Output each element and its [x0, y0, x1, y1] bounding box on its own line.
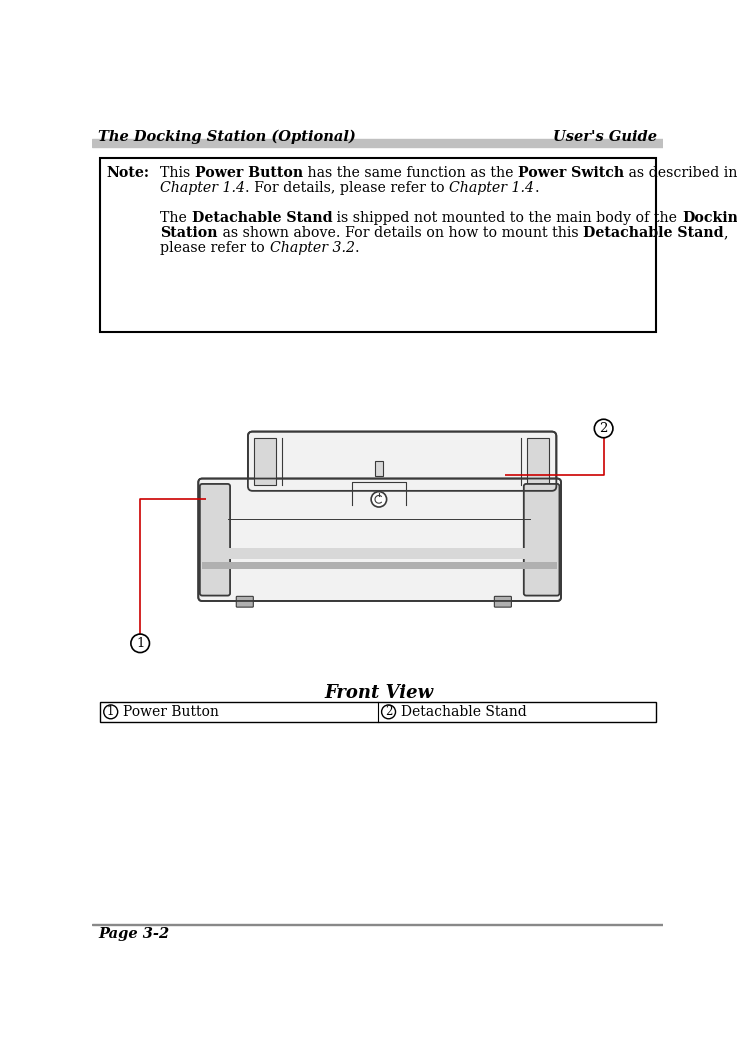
Bar	[100, 158, 655, 333]
Bar	[202, 561, 557, 570]
Text: please refer to: please refer to	[161, 241, 270, 255]
FancyBboxPatch shape	[524, 484, 559, 596]
Text: This: This	[161, 166, 195, 180]
Text: Note:: Note:	[106, 166, 149, 180]
Text: .: .	[354, 241, 359, 255]
Text: Chapter 1.4: Chapter 1.4	[161, 180, 245, 195]
Text: has the same function as the: has the same function as the	[303, 166, 518, 180]
Circle shape	[382, 705, 396, 719]
Text: Detachable Stand: Detachable Stand	[583, 226, 724, 240]
FancyBboxPatch shape	[495, 596, 511, 607]
Text: Detachable Stand: Detachable Stand	[401, 705, 527, 719]
Text: Power Switch: Power Switch	[518, 166, 624, 180]
Bar	[203, 487, 226, 594]
Bar	[254, 437, 276, 485]
Text: The Docking Station (Optional): The Docking Station (Optional)	[98, 130, 356, 144]
Text: The: The	[161, 211, 192, 224]
Text: .: .	[534, 180, 539, 195]
Text: as shown above. For details on how to mount this: as shown above. For details on how to mo…	[218, 226, 583, 240]
Text: Station: Station	[161, 226, 218, 240]
Text: Docking: Docking	[682, 211, 737, 224]
Bar	[527, 437, 548, 485]
Circle shape	[104, 705, 118, 719]
Bar	[375, 461, 383, 476]
FancyBboxPatch shape	[237, 596, 254, 607]
Circle shape	[131, 634, 150, 652]
Circle shape	[371, 492, 387, 507]
Text: ,: ,	[724, 226, 728, 240]
Text: Power Button: Power Button	[195, 166, 303, 180]
Bar	[228, 548, 526, 559]
Bar	[92, 138, 663, 148]
Bar	[100, 702, 655, 722]
Text: is shipped not mounted to the main body of the: is shipped not mounted to the main body …	[332, 211, 682, 224]
Text: Detachable Stand: Detachable Stand	[192, 211, 332, 224]
Text: 2: 2	[385, 705, 392, 719]
Text: Power Button: Power Button	[123, 705, 219, 719]
Text: Front View: Front View	[324, 684, 433, 702]
Text: User's Guide: User's Guide	[553, 130, 657, 144]
Bar	[92, 923, 663, 925]
Text: Chapter 1.4: Chapter 1.4	[450, 180, 534, 195]
Text: . For details, please refer to: . For details, please refer to	[245, 180, 450, 195]
Text: Chapter 3.2: Chapter 3.2	[270, 241, 354, 255]
Text: 1: 1	[136, 637, 144, 649]
Circle shape	[594, 420, 613, 437]
Text: 1: 1	[107, 705, 114, 719]
FancyBboxPatch shape	[248, 431, 556, 491]
FancyBboxPatch shape	[200, 484, 230, 596]
Text: 2: 2	[599, 422, 608, 435]
Text: Page 3-2: Page 3-2	[98, 926, 170, 941]
FancyBboxPatch shape	[198, 478, 561, 601]
Text: as described in: as described in	[624, 166, 737, 180]
